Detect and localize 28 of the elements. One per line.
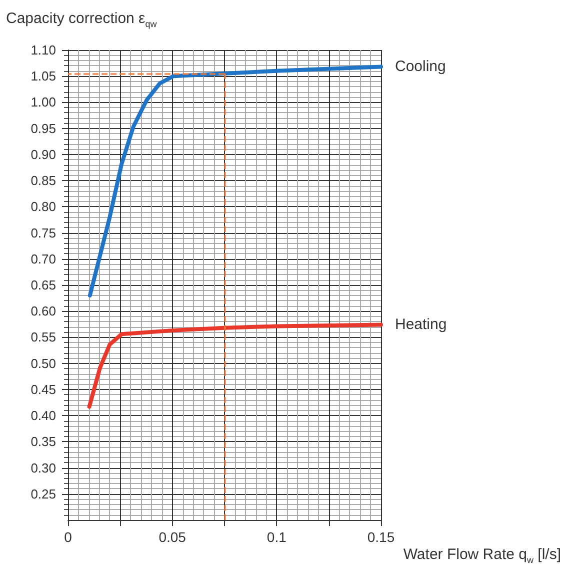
x-axis-title: Water Flow Rate q$_{w}$ [l/s] (403, 546, 561, 565)
y-tick-label: 1.05 (30, 68, 56, 84)
series-label: Heating (395, 316, 447, 334)
y-tick-label: 0.40 (30, 408, 56, 424)
y-tick-label: 0.35 (30, 434, 56, 450)
line-series (87, 322, 383, 409)
y-tick-label: 0.55 (30, 330, 56, 345)
y-tick-label: 0.90 (30, 146, 56, 162)
y-tick-label: 0.60 (30, 304, 56, 319)
x-tick-label: 0.1 (266, 529, 287, 545)
y-tick-label: 0.70 (30, 251, 56, 266)
x-tick-label: 0.15 (367, 529, 395, 545)
y-tick-label: 1.00 (30, 94, 56, 110)
y-tick-label: 0.25 (30, 486, 56, 502)
y-tick-label: 0.95 (30, 120, 56, 136)
line-series (88, 64, 383, 298)
y-tick-label: 1.10 (30, 42, 56, 58)
y-tick-label: 0.65 (30, 278, 56, 292)
x-tick-label: 0 (64, 529, 72, 545)
y-tick-label: 0.80 (30, 199, 56, 214)
y-tick-label: 0.30 (30, 460, 56, 476)
y-axis-title: Capacity correction ε$_{qw}$ (6, 10, 157, 29)
y-tick-label: 0.50 (30, 356, 56, 371)
series-label: Cooling (395, 58, 446, 76)
y-tick-label: 0.45 (30, 382, 56, 397)
y-tick-label: 0.85 (30, 173, 56, 188)
x-tick-label: 0.05 (158, 529, 186, 545)
y-tick-label: 0.75 (30, 225, 56, 240)
